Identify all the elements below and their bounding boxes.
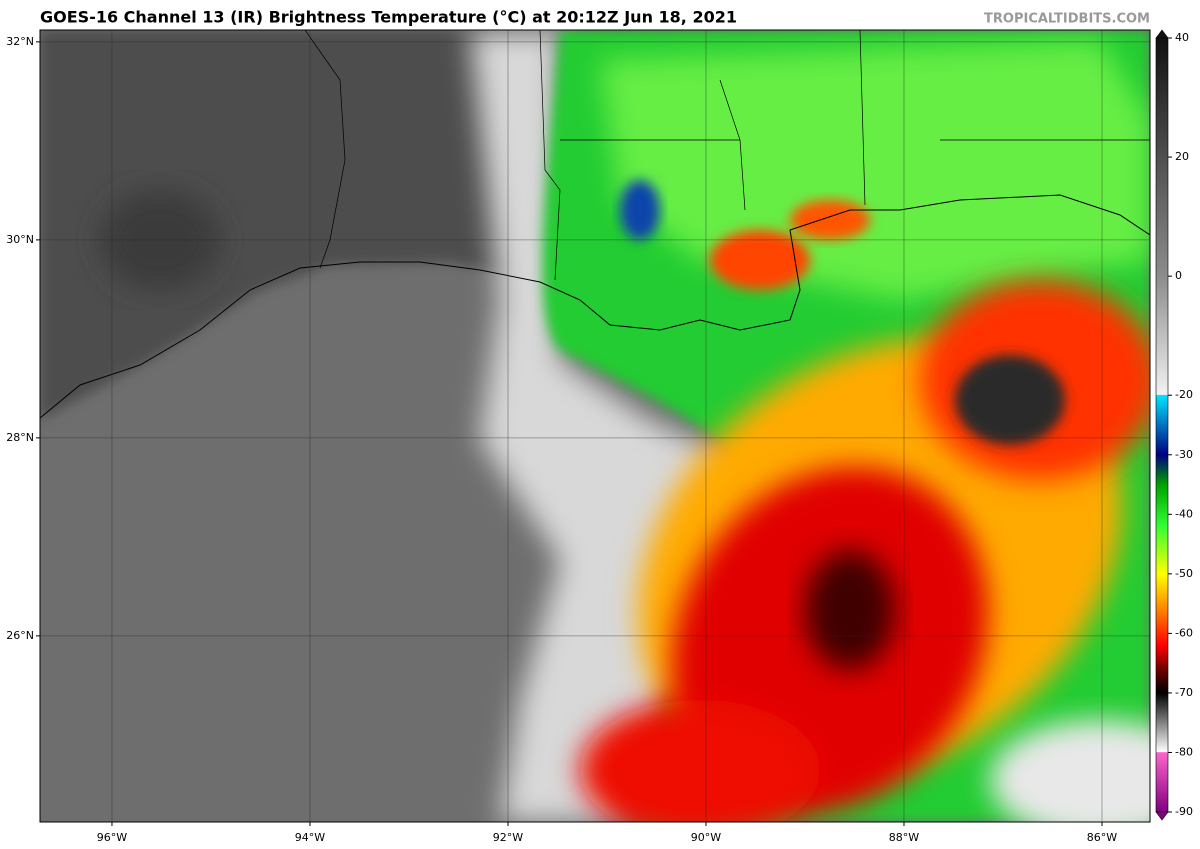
colorbar-tick-label: -30 xyxy=(1175,448,1193,461)
colorbar-extend-top xyxy=(1155,29,1169,39)
colorbar-tick-label: -70 xyxy=(1175,686,1193,699)
x-tick-label: 86°W xyxy=(1087,831,1117,844)
colorbar xyxy=(1155,37,1169,813)
colorbar-tick-label: 20 xyxy=(1175,150,1189,163)
x-tick-label: 94°W xyxy=(295,831,325,844)
colorbar-extend-bottom xyxy=(1155,811,1169,821)
y-tick-label: 26°N xyxy=(6,629,34,642)
x-tick-label: 90°W xyxy=(691,831,721,844)
x-tick-label: 92°W xyxy=(493,831,523,844)
colorbar-tick-label: -50 xyxy=(1175,567,1193,580)
title: GOES-16 Channel 13 (IR) Brightness Tempe… xyxy=(40,8,737,27)
source: TROPICALTIDBITS.COM xyxy=(984,12,1150,27)
colorbar-tick-label: 40 xyxy=(1175,31,1189,44)
colorbar-tick-label: -90 xyxy=(1175,805,1193,818)
y-tick-label: 32°N xyxy=(6,35,34,48)
satellite-image xyxy=(40,30,1150,822)
colorbar-tick-label: -20 xyxy=(1175,388,1193,401)
x-tick-label: 88°W xyxy=(889,831,919,844)
colorbar-tick-label: -60 xyxy=(1175,626,1193,639)
map-frame xyxy=(39,29,1151,823)
y-tick-label: 28°N xyxy=(6,431,34,444)
colorbar-tick-label: -40 xyxy=(1175,507,1193,520)
colorbar-tick-label: -80 xyxy=(1175,745,1193,758)
x-tick-label: 96°W xyxy=(97,831,127,844)
colorbar-tick-label: 0 xyxy=(1175,269,1182,282)
y-tick-label: 30°N xyxy=(6,233,34,246)
